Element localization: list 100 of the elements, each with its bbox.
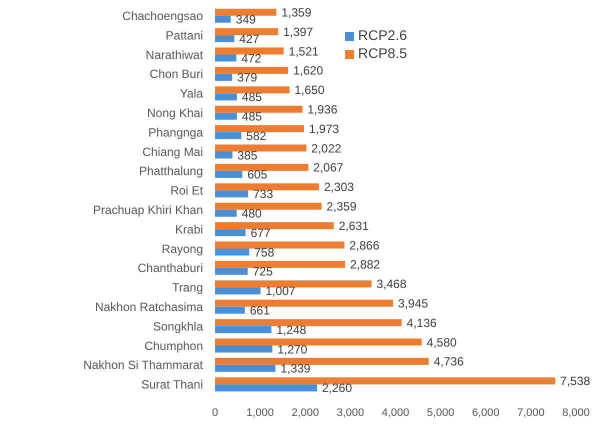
data-label: 485 bbox=[242, 109, 262, 124]
bar bbox=[215, 112, 237, 120]
bar bbox=[215, 86, 290, 94]
bar bbox=[215, 364, 276, 372]
bar bbox=[215, 338, 422, 346]
bar bbox=[215, 210, 237, 217]
y-tick-label: Chanthaburi bbox=[138, 261, 204, 276]
bar bbox=[215, 326, 272, 334]
bar bbox=[215, 106, 302, 113]
data-label: 2,303 bbox=[324, 180, 354, 194]
legend-label: RCP2.6 bbox=[358, 27, 408, 43]
data-label: 677 bbox=[250, 226, 271, 240]
data-label: 4,736 bbox=[434, 354, 464, 369]
data-label: 1,650 bbox=[294, 83, 325, 98]
x-tick-label: 3,000 bbox=[336, 406, 364, 419]
legend-label: RCP8.5 bbox=[358, 45, 408, 61]
data-label: 4,136 bbox=[406, 316, 438, 330]
bar bbox=[215, 93, 237, 100]
y-tick-label: Nakhon Ratchasima bbox=[94, 300, 204, 314]
data-label: 379 bbox=[237, 70, 258, 85]
y-tick-label: Chiang Mai bbox=[142, 144, 204, 159]
data-label: 1,397 bbox=[283, 24, 314, 39]
bar bbox=[215, 54, 236, 62]
x-tick-label: 6,000 bbox=[472, 406, 500, 419]
data-label: 1,270 bbox=[277, 342, 308, 356]
x-tick-label: 5,000 bbox=[426, 406, 454, 419]
bar bbox=[215, 48, 284, 55]
y-tick-label: Surat Thani bbox=[141, 378, 204, 392]
bar bbox=[215, 132, 242, 140]
bar bbox=[215, 248, 250, 256]
bar bbox=[215, 35, 234, 42]
data-label: 2,067 bbox=[313, 160, 344, 175]
data-label: 1,521 bbox=[288, 44, 320, 58]
y-tick-label: Trang bbox=[172, 280, 204, 295]
bar bbox=[215, 346, 272, 353]
bar bbox=[215, 287, 260, 294]
y-tick-label: Roi Et bbox=[170, 184, 204, 198]
bar bbox=[215, 202, 322, 210]
y-tick-label: Prachuap Khiri Khan bbox=[92, 202, 204, 217]
bar bbox=[215, 300, 394, 307]
y-tick-label: Songkhla bbox=[152, 319, 204, 334]
bar bbox=[215, 242, 344, 249]
data-label: 1,936 bbox=[307, 102, 338, 116]
data-label: 7,538 bbox=[560, 374, 591, 388]
data-label: 4,580 bbox=[426, 335, 458, 350]
y-tick-label: Phangnga bbox=[148, 125, 204, 140]
y-tick-label: Chumphon bbox=[144, 338, 204, 353]
y-tick-label: Phatthalung bbox=[138, 164, 204, 178]
data-label: 733 bbox=[253, 187, 274, 202]
y-tick-label: Yala bbox=[180, 86, 204, 101]
bar bbox=[215, 190, 248, 198]
bar bbox=[215, 377, 556, 384]
data-label: 582 bbox=[246, 128, 267, 143]
data-label: 472 bbox=[241, 51, 262, 66]
data-label: 661 bbox=[250, 303, 270, 318]
x-tick-label: 1,000 bbox=[246, 406, 274, 419]
data-label: 480 bbox=[242, 206, 262, 220]
data-label: 385 bbox=[237, 148, 258, 162]
bar bbox=[215, 66, 288, 74]
data-label: 2,359 bbox=[326, 199, 357, 214]
x-tick-label: 7,000 bbox=[517, 406, 545, 419]
bar bbox=[215, 229, 246, 236]
bar bbox=[215, 152, 232, 159]
x-tick-label: 0 bbox=[212, 406, 218, 419]
bar bbox=[215, 183, 319, 190]
data-label: 2,866 bbox=[349, 238, 380, 252]
bar bbox=[215, 8, 276, 16]
data-label: 2,022 bbox=[311, 141, 342, 156]
y-tick-label: Chon Buri bbox=[150, 67, 204, 82]
data-label: 758 bbox=[254, 245, 275, 260]
data-label: 2,882 bbox=[350, 258, 380, 272]
bar bbox=[215, 268, 248, 275]
bar bbox=[215, 260, 346, 268]
data-label: 1,620 bbox=[293, 64, 324, 78]
bar bbox=[215, 74, 232, 81]
data-label: 427 bbox=[239, 32, 260, 46]
x-tick-label: 8,000 bbox=[562, 406, 590, 419]
data-label: 1,007 bbox=[265, 284, 296, 298]
bar bbox=[215, 164, 308, 171]
data-label: 349 bbox=[236, 12, 256, 26]
bar bbox=[215, 384, 318, 392]
x-tick-label: 4,000 bbox=[382, 406, 410, 419]
bar bbox=[215, 16, 231, 23]
y-tick-label: Chachoengsao bbox=[122, 8, 204, 23]
data-label: 1,359 bbox=[281, 5, 312, 20]
data-label: 2,631 bbox=[338, 218, 370, 233]
y-tick-label: Nakhon Si Thammarat bbox=[83, 358, 204, 372]
y-tick-label: Rayong bbox=[162, 242, 204, 256]
data-label: 3,468 bbox=[376, 277, 407, 292]
bar bbox=[215, 358, 429, 365]
data-label: 725 bbox=[252, 264, 274, 279]
y-tick-label: Nong Khai bbox=[146, 106, 204, 120]
bar bbox=[215, 170, 242, 178]
bar bbox=[215, 222, 334, 230]
bar bbox=[215, 306, 245, 314]
x-tick-label: 2,000 bbox=[292, 406, 320, 419]
data-label: 2,260 bbox=[322, 381, 352, 396]
y-tick-label: Narathiwat bbox=[146, 48, 204, 62]
data-label: 485 bbox=[242, 90, 262, 104]
bar bbox=[215, 319, 402, 326]
